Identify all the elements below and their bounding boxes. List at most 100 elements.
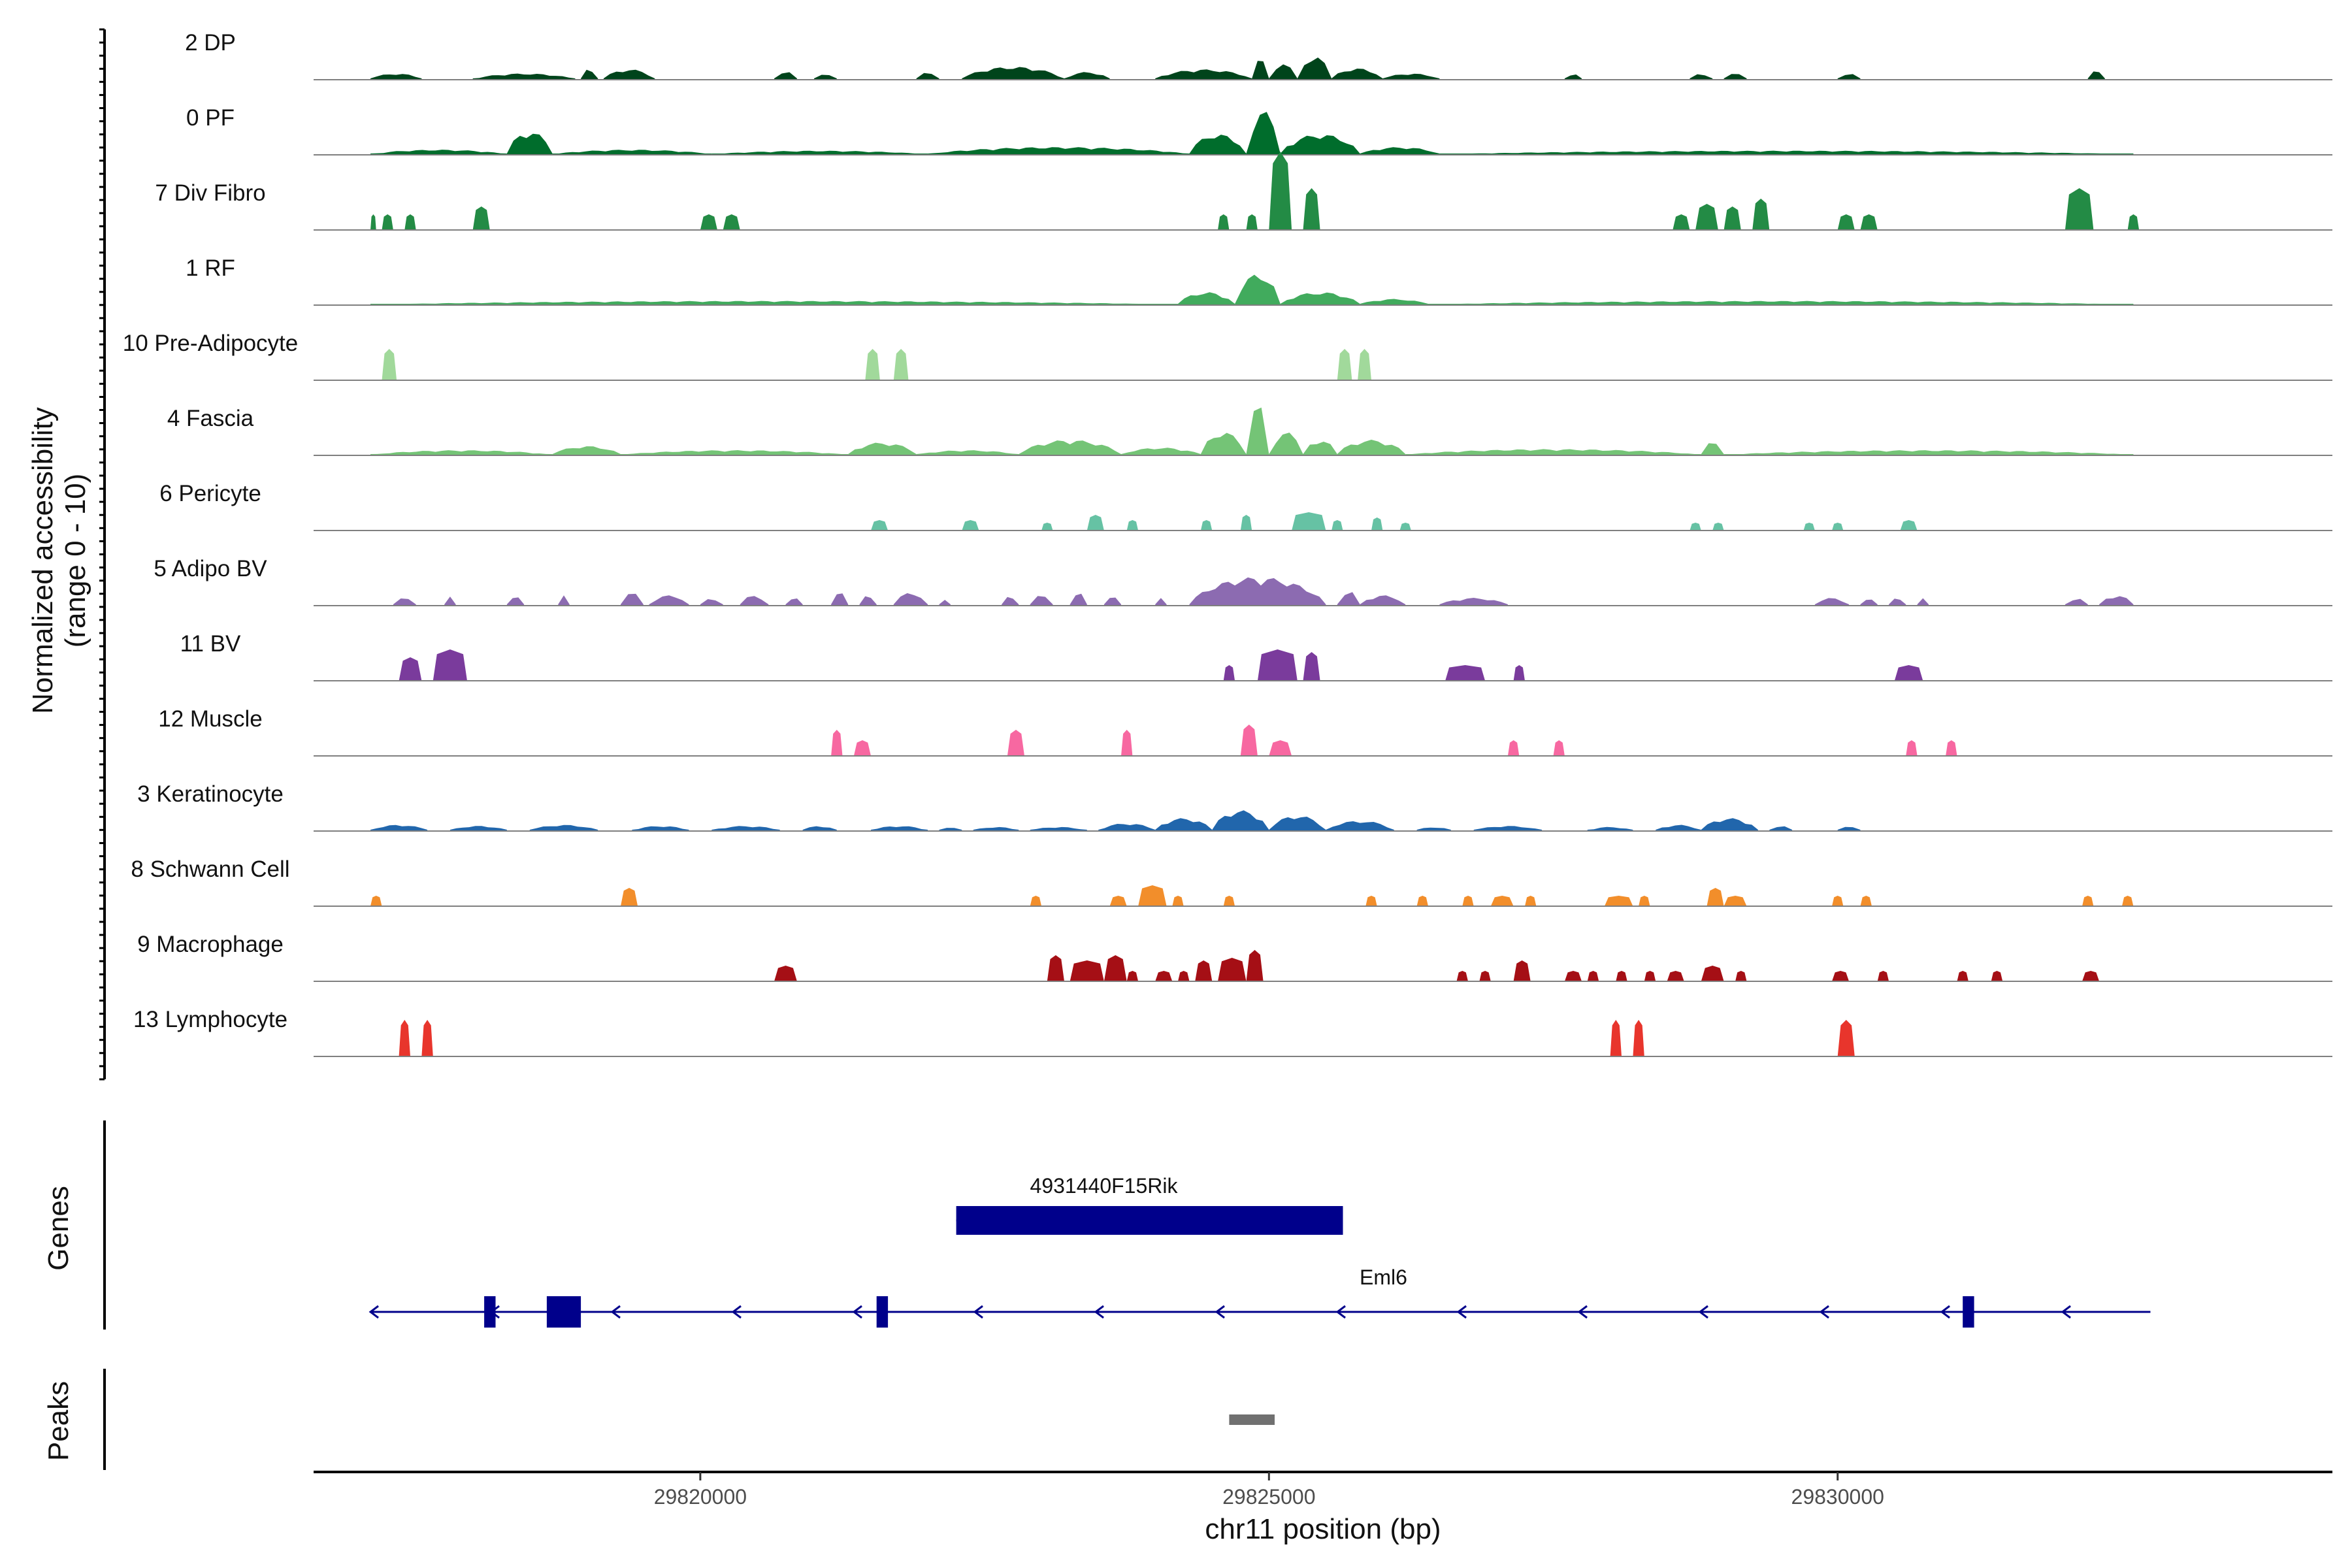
coverage-peak xyxy=(370,214,376,230)
gene-label: Eml6 xyxy=(1360,1266,1407,1289)
coverage-peak xyxy=(472,206,490,230)
track-label: 8 Schwann Cell xyxy=(131,857,289,882)
track-1-rf: 1 RF xyxy=(186,255,2332,306)
coverage-peak xyxy=(1690,74,1713,80)
x-axis-title: chr11 position (bp) xyxy=(1205,1513,1441,1545)
coverage-peak xyxy=(444,596,456,606)
coverage-peak xyxy=(581,69,598,80)
coverage-peak xyxy=(2082,896,2094,906)
coverage-peak xyxy=(1195,960,1213,981)
coverage-peak xyxy=(1462,896,1474,906)
coverage-peak xyxy=(1889,598,1906,606)
coverage-peak xyxy=(723,214,740,230)
coverage-peak xyxy=(2121,896,2134,906)
coverage-peak xyxy=(1269,433,1303,455)
strand-arrow xyxy=(731,1305,742,1319)
coverage-peak xyxy=(1507,740,1520,756)
gene-eml6: Eml6 xyxy=(368,1266,2151,1328)
strand-arrow xyxy=(2061,1305,2071,1319)
coverage-peak xyxy=(1240,725,1258,756)
track-label: 6 Pericyte xyxy=(159,481,261,506)
coverage-peak xyxy=(1906,740,1918,756)
coverage-peak xyxy=(1490,896,1514,906)
coverage-peak xyxy=(1246,214,1258,230)
coverage-peak xyxy=(2099,596,2134,606)
genes-track-title: Genes xyxy=(42,1186,74,1271)
coverage-peak xyxy=(2127,214,2140,230)
genes-track: 4931440F15Rik Eml6 xyxy=(368,1174,2151,1328)
coverage-peak xyxy=(1723,74,1747,80)
coverage-peak xyxy=(1769,826,1793,831)
coverage-peak xyxy=(1103,597,1121,606)
coverage-peak xyxy=(700,599,723,606)
coverage-peak xyxy=(1752,199,1770,230)
y-axis-title: Normalized accessibility (range 0 - 10) xyxy=(27,407,91,713)
coverage-peak xyxy=(1707,888,1724,906)
coverage-peak xyxy=(1030,826,1087,831)
track-3-keratinocyte: 3 Keratinocyte xyxy=(137,781,2332,832)
coverage-peak xyxy=(1894,665,1923,681)
coverage-peak xyxy=(1445,665,1486,681)
track-8-schwann-cell: 8 Schwann Cell xyxy=(131,857,2332,907)
coverage-peak xyxy=(1587,826,1633,831)
y-axis-title-line-1: Normalized accessibility xyxy=(27,407,59,713)
x-axis-ticks: 29820000 29825000 29830000 xyxy=(654,1472,1884,1509)
coverage-peak xyxy=(1439,150,2134,155)
gene-exon xyxy=(546,1296,581,1328)
coverage-peak xyxy=(1223,665,1235,681)
coverage-peak xyxy=(1155,69,1252,80)
coverage-peak xyxy=(1382,73,1440,80)
coverage-peak xyxy=(973,826,1019,831)
coverage-peak xyxy=(1155,818,1213,831)
coverage-peak xyxy=(1030,896,1042,906)
strand-arrow xyxy=(1577,1305,1588,1319)
coverage-peak xyxy=(1712,523,1724,531)
track-13-lymphocyte: 13 Lymphocyte xyxy=(133,1007,2332,1057)
track-label: 1 RF xyxy=(186,255,235,281)
coverage-peak xyxy=(893,349,909,380)
coverage-peak xyxy=(1121,448,1201,455)
coverage-peak xyxy=(1337,349,1352,380)
coverage-peak xyxy=(1416,827,1451,831)
coverage-peak xyxy=(382,214,393,230)
coverage-peak xyxy=(1303,442,1337,455)
coverage-peak xyxy=(399,1020,410,1056)
coverage-peak xyxy=(1200,433,1247,455)
coverage-peak xyxy=(1280,135,1360,155)
peaks-track-title: Peaks xyxy=(42,1381,74,1461)
coverage-peak xyxy=(621,450,849,455)
coverage-peak xyxy=(774,966,797,981)
coverage-peak xyxy=(871,826,928,831)
track-label: 10 Pre-Adipocyte xyxy=(123,331,298,356)
track-9-macrophage: 9 Macrophage xyxy=(137,932,2332,982)
coverage-peak xyxy=(1701,966,1724,981)
coverage-peak xyxy=(1723,206,1741,230)
coverage-peak xyxy=(370,450,553,455)
coverage-peak xyxy=(1030,596,1053,606)
coverage-peak xyxy=(1365,896,1377,906)
track-label: 2 DP xyxy=(185,30,236,56)
coverage-peak xyxy=(370,896,382,906)
coverage-peak xyxy=(831,730,843,756)
track-label: 3 Keratinocyte xyxy=(137,781,284,807)
strand-arrow xyxy=(1698,1305,1708,1319)
coverage-peak xyxy=(1070,593,1087,606)
coverage-peak xyxy=(1297,57,1332,80)
coverage-peak xyxy=(1103,955,1127,981)
coverage-peak xyxy=(506,133,553,155)
coverage-peak xyxy=(1326,821,1394,831)
coverage-peak xyxy=(1269,152,1292,230)
track-label: 11 BV xyxy=(180,631,241,657)
coverage-peak xyxy=(1070,960,1104,981)
coverage-peak xyxy=(1803,523,1815,531)
track-2-dp: 2 DP xyxy=(185,30,2332,80)
coverage-peak xyxy=(1178,971,1190,981)
coverage-peak xyxy=(1223,896,1235,906)
coverage-peak xyxy=(1639,896,1650,906)
strand-arrow xyxy=(1456,1305,1467,1319)
coverage-peak xyxy=(1832,523,1844,531)
coverage-peak xyxy=(1701,818,1758,831)
gene-4931440f15rik: 4931440F15Rik xyxy=(956,1174,1343,1235)
coverage-peak xyxy=(802,826,837,831)
coverage-peak xyxy=(1513,960,1531,981)
